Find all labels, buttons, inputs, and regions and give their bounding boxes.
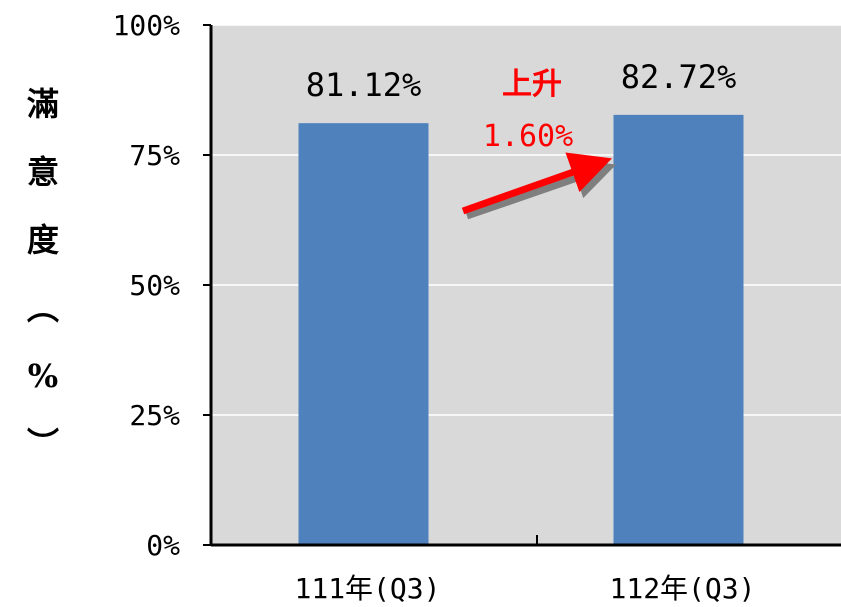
y-axis-label-char: ︶ xyxy=(26,425,59,463)
bars xyxy=(298,114,744,546)
y-tick-label: 100% xyxy=(113,9,181,42)
y-tick-label: 50% xyxy=(129,269,180,302)
y-tick-labels: 0% 25% 50% 75% 100% xyxy=(113,9,181,562)
data-labels: 81.12% 82.72% xyxy=(306,58,737,104)
y-tick-label: 75% xyxy=(129,139,180,172)
y-axis-label-char: 度 xyxy=(26,221,59,259)
y-tick-label: 25% xyxy=(129,399,180,432)
annotation-line-2: 1.60% xyxy=(483,119,573,154)
bar-value-label: 81.12% xyxy=(306,66,422,104)
y-axis-label-char: 意 xyxy=(26,153,59,191)
y-axis-label: 滿 意 度 ︵ % ︶ xyxy=(18,85,68,496)
y-axis-label-char: 滿 xyxy=(26,85,59,123)
bar-value-label: 82.72% xyxy=(621,58,737,96)
trend-arrow xyxy=(461,152,612,215)
y-axis-label-char: % xyxy=(27,357,59,395)
y-tick-label: 0% xyxy=(146,529,180,562)
x-tick-label: 112年(Q3) xyxy=(609,572,755,605)
x-tick-labels: 111年(Q3) 112年(Q3) xyxy=(294,572,755,605)
bar xyxy=(613,114,744,545)
annotation-line-1: 上升 xyxy=(502,67,562,102)
x-tick-label: 111年(Q3) xyxy=(294,572,440,605)
trend-annotation: 上升 1.60% xyxy=(461,67,617,220)
trend-arrow-shadow xyxy=(465,158,617,220)
bar xyxy=(298,123,429,546)
y-axis-label-char: ︵ xyxy=(26,289,59,327)
axes xyxy=(203,24,841,547)
